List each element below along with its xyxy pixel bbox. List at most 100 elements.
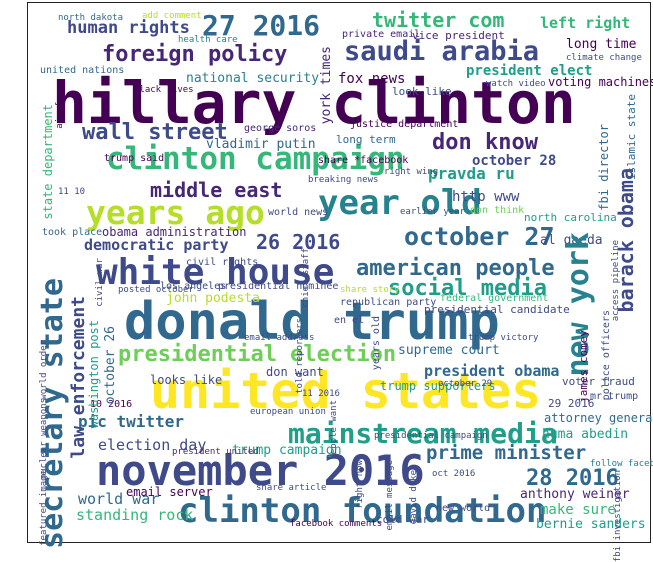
word-presidential-candidate: presidential candidate [424, 303, 570, 316]
word-trump-victory: trump victory [468, 333, 539, 343]
word-foreign-policy: foreign policy [102, 42, 288, 67]
word-breaking-news: breaking news [308, 175, 379, 185]
word-climate-change: climate change [566, 53, 642, 63]
word-donald-trump: donald trump [124, 292, 500, 352]
word-middle-east: middle east [150, 178, 283, 202]
word-private-email: private email [342, 29, 421, 40]
word-earlier-year: earlier year [400, 207, 466, 217]
word-pic-twitter: pic twitter [78, 412, 184, 431]
word-trump-supporters: trump supporters [380, 379, 496, 393]
word-democratic-party: democratic party [84, 236, 229, 254]
word-law-enforcement: law enforcement [68, 296, 89, 459]
word-october-27: october 27 [404, 222, 555, 251]
word-united-states: united states [150, 362, 542, 420]
word-email-server: email server [126, 485, 213, 499]
word-watch-video: watch video [486, 79, 546, 89]
word-prime-minister: prime minister [426, 442, 587, 464]
word-fbi-investigation: fbi investigation [613, 470, 623, 562]
word-president-obama: president obama [424, 362, 560, 380]
word-en-el: en el [334, 315, 365, 326]
word-pravda-ru: pravda ru [428, 164, 515, 183]
word-year-old: year old [318, 183, 482, 223]
word-attorney-general: attorney general [544, 411, 653, 425]
word-twitter-com: twitter com [372, 8, 505, 32]
word-facebook-comments: facebook comments [290, 519, 383, 529]
word-chief-staff: chief staff [301, 248, 311, 308]
word-world-war: world war [78, 490, 160, 508]
word-bernie-sanders: bernie sanders [536, 517, 646, 532]
word-vice-president: vice president [412, 29, 505, 42]
word-email-address: email address [244, 333, 315, 343]
word-fox-news: fox news [338, 71, 406, 87]
word-add-comment: add comment [142, 11, 202, 21]
word-11-2016: 11 2016 [302, 389, 340, 399]
word-follow-facebook: follow facebook [590, 459, 653, 469]
word-david-duke: david duke [409, 470, 419, 525]
word-make-sure: make sure [540, 502, 616, 518]
word-justice-department: justice department [350, 119, 459, 130]
word-obama-administration: obama administration [102, 225, 247, 239]
word-cold-war: cold war [376, 513, 429, 526]
word-posted-october: posted october [118, 285, 194, 295]
word-washington-post: washington post [87, 320, 101, 429]
word-october-29: october 29 [438, 379, 493, 389]
word-presidential-election: presidential election [118, 342, 397, 367]
word-john-podesta: john podesta [166, 291, 260, 306]
word-years-old: years old [371, 316, 382, 371]
word-looks-like: looks like [150, 373, 223, 387]
word-civil-rights: civil rights [186, 257, 259, 268]
word-health-care: health care [178, 35, 238, 45]
word-white-house: white house [96, 252, 335, 293]
word-october-26: october 26 [103, 326, 118, 405]
word-huma-abedin: huma abedin [542, 427, 629, 442]
word-president-united: president united [172, 447, 259, 457]
word-anthony-weiner: anthony weiner [520, 487, 630, 502]
word-trump-campaign: trump campaign [232, 443, 342, 458]
word-national-security: national security [186, 71, 320, 86]
word-years-ago: years ago [86, 193, 265, 232]
word-right-wing: right wing [384, 167, 439, 177]
word-al-qaeda: al qaeda [540, 233, 603, 248]
word-election-day: election day [98, 436, 207, 454]
word-north-carolina: north carolina [524, 211, 617, 224]
word-long-term: long term [336, 133, 396, 146]
word-wall-street: wall street [82, 120, 228, 145]
word-share-facebook: share *facebook [318, 155, 409, 166]
word-world-order: world order [39, 340, 49, 400]
word-voting-machines: voting machines [548, 75, 653, 89]
word-air-force: air force [55, 80, 65, 129]
word-took-place: took place [42, 227, 103, 238]
word-presidential-campaign: presidential campaign [374, 431, 488, 441]
word-york-times: york times [319, 46, 334, 125]
word-people-want: people want [329, 400, 339, 460]
word-george-soros: george soros [244, 123, 317, 134]
word-right-now: right now [355, 460, 365, 509]
word-hillary-clinton: hillary clinton [52, 69, 576, 137]
word-human-rights: human rights [67, 18, 190, 38]
word-email-message: email message [385, 460, 395, 531]
word-27-2016: 27 2016 [202, 9, 321, 42]
word-share-story: share story [340, 285, 400, 295]
word-october-28: october 28 [472, 153, 557, 169]
word-black-lives: black lives [134, 85, 194, 95]
word-28-2016: 28 2016 [526, 466, 619, 491]
word-told-reporters: told reporters [295, 318, 305, 394]
word-voter-fraud: voter fraud [562, 375, 635, 388]
word-supreme-court: supreme court [398, 343, 500, 358]
word-social-media: social media [388, 276, 547, 301]
word-police-officers: police officers [601, 310, 612, 401]
word-world-news: world news [268, 207, 329, 218]
word-fbi-director: fbi director [597, 124, 611, 211]
word-featured-image: featured image [39, 470, 49, 546]
word-trump-said: trump said [104, 153, 165, 164]
word-long-time: long time [566, 37, 637, 52]
word-presidential-nominee: presidential nominee [218, 281, 339, 292]
word-mainstream-media: mainstream media [288, 417, 558, 450]
word-republican-party: republican party [340, 297, 437, 308]
word-new-world: new world [436, 503, 491, 514]
word-united-nations: united nations [40, 65, 125, 76]
word-nuclear-weapons: nuclear weapons [39, 398, 49, 480]
word-11-10: 11 10 [58, 187, 86, 197]
word-29-2016: 29 2016 [548, 397, 595, 410]
